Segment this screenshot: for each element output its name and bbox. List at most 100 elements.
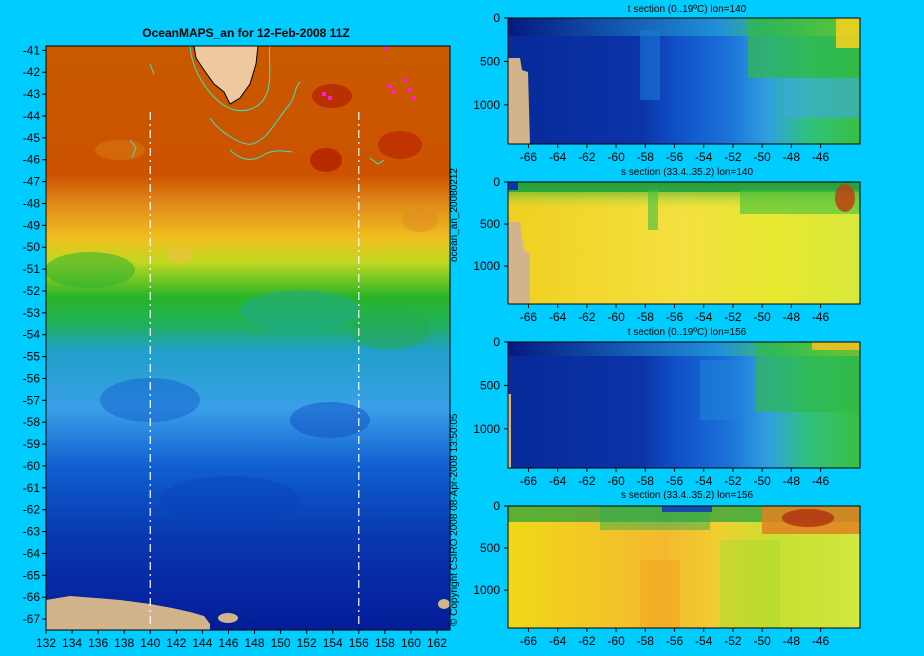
x-tick-label: -56	[666, 150, 684, 164]
y-tick-label: -52	[23, 284, 41, 298]
shelf-contour	[229, 149, 293, 160]
panel-s140-title: s section (33.4..35.2) lon=140	[621, 167, 753, 178]
x-tick-label: -54	[695, 310, 713, 324]
y-tick-label: -55	[23, 350, 41, 364]
tasmania-land	[193, 45, 259, 105]
x-tick-label: -54	[695, 474, 713, 488]
x-tick-label: 162	[427, 636, 447, 650]
y-tick-label: -43	[23, 87, 41, 101]
panel-t156-title: t section (0..19ºC) lon=156	[628, 327, 747, 338]
x-tick-label: -50	[753, 474, 771, 488]
panel-frame	[507, 181, 861, 305]
x-tick-label: -62	[578, 634, 596, 648]
x-tick-label: 144	[192, 636, 212, 650]
y-tick-label: 1000	[473, 259, 500, 273]
y-tick-label: -44	[23, 109, 41, 123]
panel-t140-axes: -66 -64 -62 -60 -58 -56 -54 -52 -50 -48 -46 0 500 100…	[473, 11, 861, 164]
y-tick-label: -54	[23, 328, 41, 342]
warm-eddy	[378, 131, 422, 159]
cool-eddy	[350, 310, 430, 350]
x-tick-label: -64	[549, 474, 567, 488]
x-tick-label: -46	[812, 150, 830, 164]
x-tick-label: 152	[297, 636, 317, 650]
panel-s156-field	[508, 506, 860, 628]
x-tick-label: -58	[637, 634, 655, 648]
panel-frame	[507, 505, 861, 629]
x-tick-label: -66	[520, 474, 538, 488]
panel-frame	[507, 341, 861, 469]
panel-s156-title: s section (33.4..35.2) lon=156	[621, 490, 753, 501]
x-tick-label: -50	[753, 634, 771, 648]
x-tick-label: -52	[724, 150, 742, 164]
antarctic-land	[218, 613, 238, 623]
x-tick-label: -62	[578, 310, 596, 324]
y-tick-label: -67	[23, 612, 41, 626]
magenta-markers	[322, 46, 416, 100]
panel-frame	[507, 17, 861, 145]
panel-t140-field	[508, 18, 860, 144]
warm-patch	[168, 246, 192, 264]
x-tick-label: -48	[783, 634, 801, 648]
tasmania-contour	[189, 45, 271, 112]
x-tick-label: -64	[549, 150, 567, 164]
y-tick-label: -49	[23, 218, 41, 232]
x-tick-label: 154	[323, 636, 343, 650]
x-tick-label: 158	[375, 636, 395, 650]
y-tick-label: -59	[23, 437, 41, 451]
y-tick-label: -41	[23, 43, 41, 57]
copyright-label: © Copyright CSIRO 2008 08-Apr-2008 13:50…	[449, 413, 460, 626]
y-tick-label: -50	[23, 240, 41, 254]
antarctic-land	[438, 599, 450, 609]
x-tick-label: -48	[783, 150, 801, 164]
seafloor	[508, 58, 530, 144]
y-tick-label: -62	[23, 503, 41, 517]
antarctic-land	[46, 596, 210, 630]
y-tick-label: -66	[23, 590, 41, 604]
x-tick-label: -52	[724, 310, 742, 324]
y-tick-label: -64	[23, 546, 41, 560]
file-id-label: ocean_an_20080212	[449, 168, 460, 262]
x-tick-label: -56	[666, 474, 684, 488]
x-tick-label: -60	[607, 474, 625, 488]
panel-t140-title: t section (0..19ºC) lon=140	[628, 4, 747, 15]
map-axes: 132 134 136 138 140 142 144 146 148 150 152 154 156 1…	[23, 43, 451, 650]
y-tick-label: -42	[23, 65, 41, 79]
warm-eddy	[310, 148, 342, 172]
map-frame	[45, 45, 451, 631]
cool-eddy	[45, 252, 135, 288]
x-tick-label: -66	[520, 150, 538, 164]
x-tick-label: 134	[62, 636, 82, 650]
x-tick-label: -62	[578, 150, 596, 164]
x-tick-label: 136	[88, 636, 108, 650]
seafloor	[508, 222, 530, 304]
x-tick-label: -52	[724, 474, 742, 488]
y-tick-label: 500	[480, 54, 500, 68]
y-tick-label: -53	[23, 306, 41, 320]
x-tick-label: 142	[166, 636, 186, 650]
y-tick-label: -47	[23, 175, 41, 189]
x-tick-label: -54	[695, 634, 713, 648]
x-tick-label: 160	[401, 636, 421, 650]
y-tick-label: -56	[23, 371, 41, 385]
x-tick-label: -60	[607, 150, 625, 164]
x-tick-label: -56	[666, 634, 684, 648]
x-tick-label: -52	[724, 634, 742, 648]
x-tick-label: -48	[783, 310, 801, 324]
panel-t156-field	[508, 342, 860, 468]
x-tick-label: -58	[637, 310, 655, 324]
x-tick-label: 132	[36, 636, 56, 650]
y-tick-label: 0	[493, 175, 500, 189]
x-tick-label: -62	[578, 474, 596, 488]
x-tick-label: -50	[753, 150, 771, 164]
y-tick-label: 1000	[473, 98, 500, 112]
x-tick-label: 148	[245, 636, 265, 650]
x-tick-label: -56	[666, 310, 684, 324]
y-tick-label: 0	[493, 11, 500, 25]
y-tick-label: -60	[23, 459, 41, 473]
y-tick-label: -61	[23, 481, 41, 495]
y-tick-label: -58	[23, 415, 41, 429]
y-tick-label: -48	[23, 196, 41, 210]
x-tick-label: 150	[271, 636, 291, 650]
x-tick-label: -48	[783, 474, 801, 488]
